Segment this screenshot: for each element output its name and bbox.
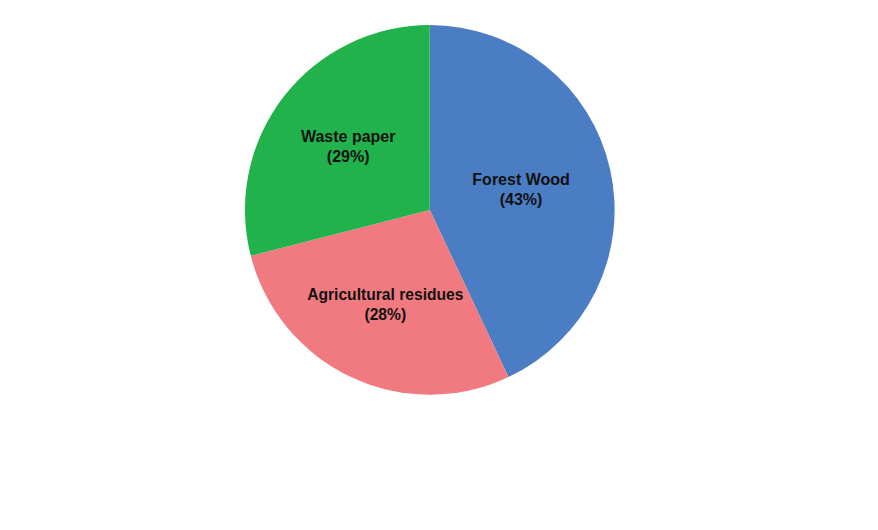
svg-text:Agricultural residues(28%): Agricultural residues(28%) bbox=[307, 286, 464, 323]
svg-text:Waste paper(29%): Waste paper(29%) bbox=[301, 128, 396, 166]
svg-text:Forest Wood(43%): Forest Wood(43%) bbox=[472, 171, 569, 209]
